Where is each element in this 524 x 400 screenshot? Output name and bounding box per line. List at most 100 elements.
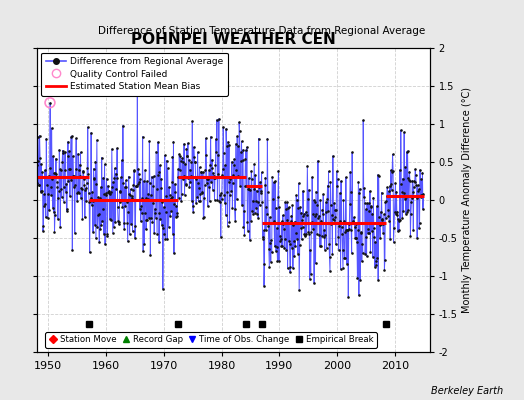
Point <box>101 241 110 247</box>
Point <box>77 184 85 191</box>
Point <box>156 216 165 222</box>
Point <box>184 140 192 146</box>
Point <box>139 248 147 254</box>
Point <box>141 195 150 202</box>
Point <box>36 154 44 161</box>
Point <box>68 247 77 254</box>
Point <box>390 209 399 215</box>
Point <box>241 156 249 162</box>
Point <box>254 215 263 221</box>
Point <box>410 178 419 184</box>
Point <box>89 229 97 235</box>
Point <box>178 155 187 162</box>
Point <box>266 214 274 220</box>
Point <box>179 159 187 165</box>
Point <box>274 194 282 201</box>
Point <box>86 198 94 204</box>
Point <box>76 173 84 179</box>
Point <box>189 203 197 210</box>
Point <box>386 236 395 242</box>
Point <box>188 118 196 125</box>
Point <box>151 210 159 216</box>
Point <box>415 225 423 232</box>
Point <box>62 206 71 212</box>
Point <box>42 182 51 188</box>
Point <box>221 162 230 168</box>
Point <box>110 175 118 182</box>
Point <box>101 192 110 198</box>
Point <box>46 100 54 106</box>
Point <box>179 172 188 179</box>
Point <box>392 211 400 218</box>
Point <box>345 226 354 232</box>
Point <box>342 174 350 180</box>
Point <box>297 225 305 232</box>
Point <box>270 243 279 250</box>
Point <box>358 250 367 256</box>
Point <box>61 189 70 195</box>
Point <box>95 195 104 201</box>
Point <box>345 221 353 228</box>
Point <box>321 246 329 253</box>
Point <box>228 180 237 186</box>
Point <box>157 176 166 182</box>
Point <box>134 181 142 188</box>
Point <box>318 233 326 239</box>
Point <box>379 221 388 228</box>
Point <box>335 223 343 230</box>
Point <box>303 196 312 202</box>
Point <box>297 210 305 216</box>
Point <box>267 258 275 265</box>
Point <box>210 197 219 203</box>
Point <box>316 243 325 250</box>
Point <box>299 213 308 219</box>
Point <box>410 184 418 190</box>
Point <box>162 157 171 164</box>
Point <box>282 246 290 253</box>
Text: Berkeley Earth: Berkeley Earth <box>431 386 503 396</box>
Point <box>88 202 96 208</box>
Point <box>353 274 362 281</box>
Point <box>74 150 82 157</box>
Point <box>399 208 407 214</box>
Point <box>104 182 112 189</box>
Point <box>125 173 133 180</box>
Point <box>55 146 63 153</box>
Point <box>61 149 69 155</box>
Point <box>206 161 214 168</box>
Point <box>374 172 382 178</box>
Point <box>402 148 411 155</box>
Point <box>47 184 55 190</box>
Point <box>71 230 79 236</box>
Point <box>375 214 383 220</box>
Point <box>364 200 373 206</box>
Point <box>373 255 381 261</box>
Point <box>196 198 205 204</box>
Point <box>217 190 225 196</box>
Point <box>362 206 370 213</box>
Point <box>285 204 293 210</box>
Point <box>418 170 427 176</box>
Point <box>64 178 73 184</box>
Point <box>69 153 77 160</box>
Point <box>264 189 272 195</box>
Point <box>417 192 425 199</box>
Point <box>190 154 199 160</box>
Point <box>48 204 57 211</box>
Point <box>284 205 292 211</box>
Point <box>378 216 387 222</box>
Point <box>195 164 204 171</box>
Point <box>394 216 402 222</box>
Point <box>323 196 331 202</box>
Point <box>219 166 227 172</box>
Point <box>238 202 246 208</box>
Point <box>90 176 98 183</box>
Point <box>160 231 169 237</box>
Point <box>411 172 420 178</box>
Point <box>204 176 212 182</box>
Point <box>70 184 78 190</box>
Point <box>223 188 231 195</box>
Point <box>255 184 264 190</box>
Point <box>149 173 158 180</box>
Point <box>248 198 257 204</box>
